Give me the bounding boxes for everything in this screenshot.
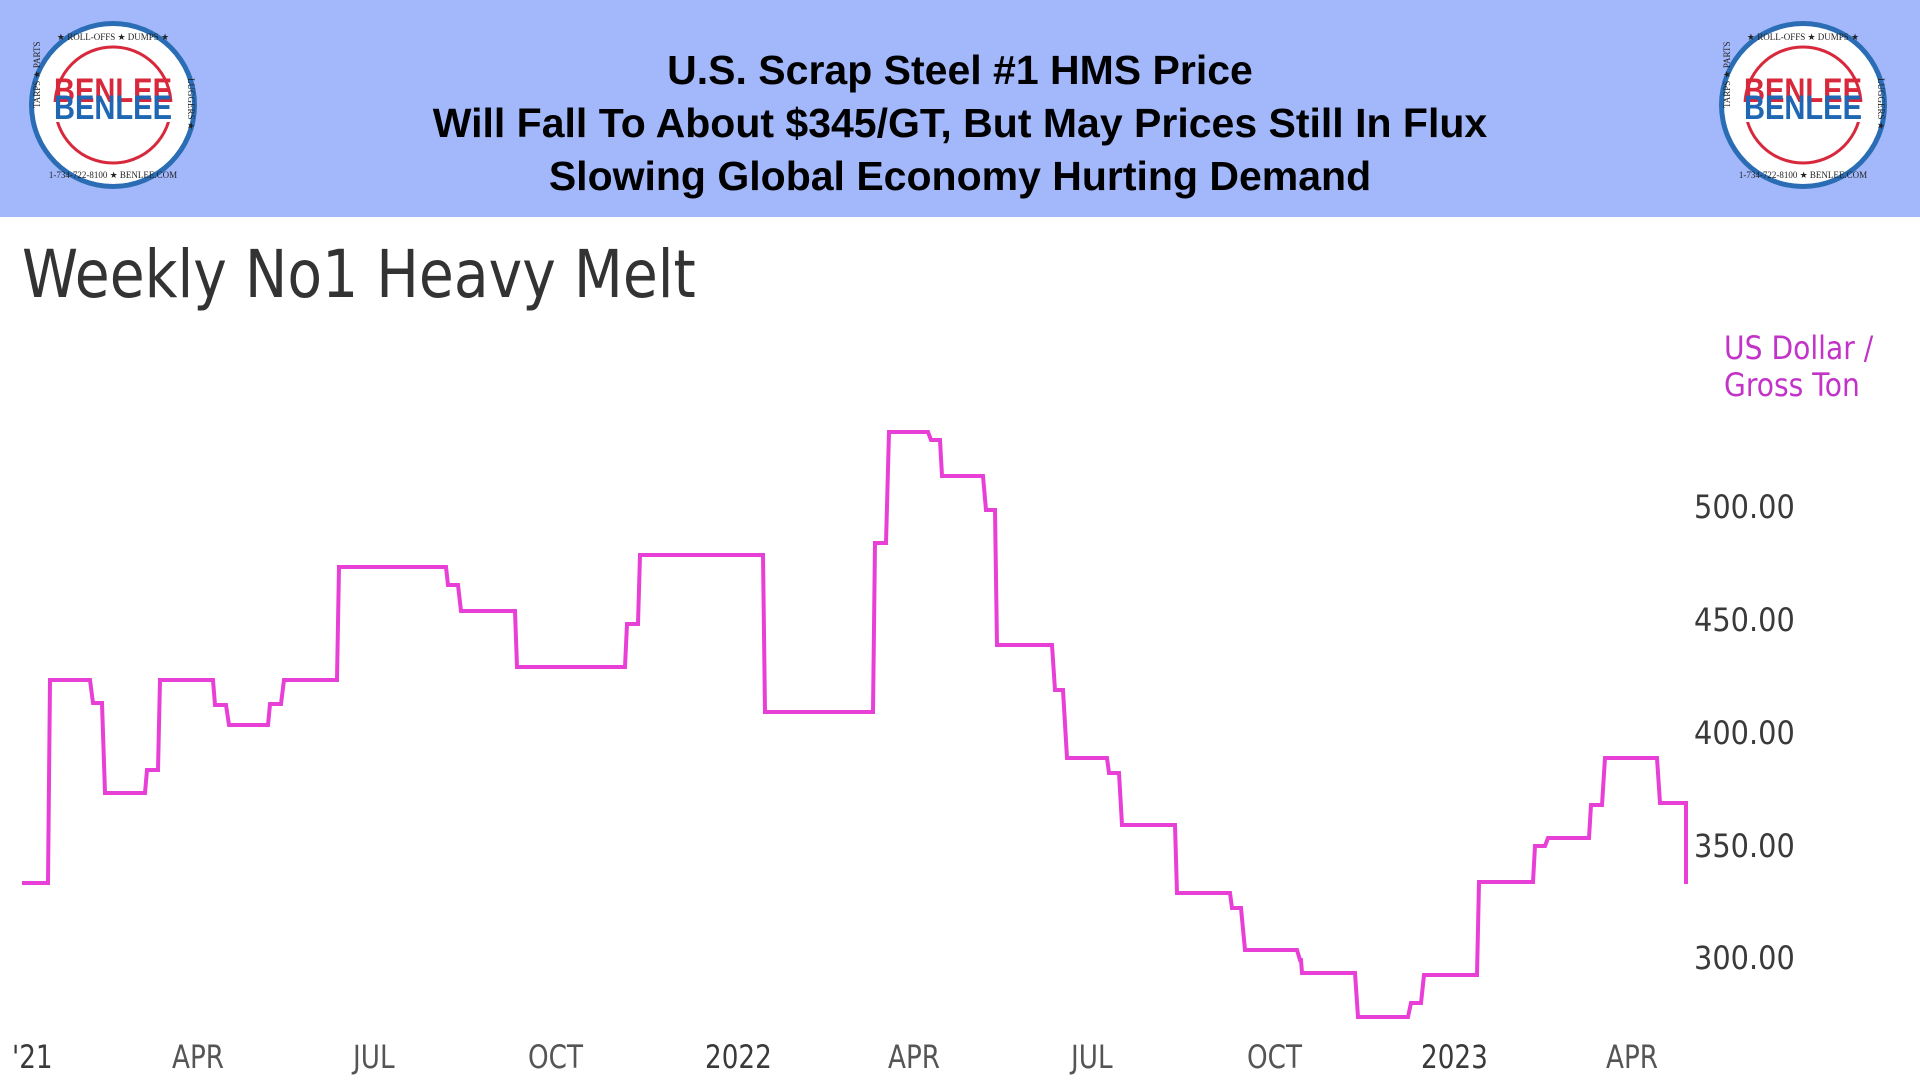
headline-line-3: Slowing Global Economy Hurting Demand: [548, 153, 1372, 199]
unit-line-2: Gross Ton: [1724, 366, 1860, 404]
svg-text:1-734-722-8100 ★ BENLEE.COM: 1-734-722-8100 ★ BENLEE.COM: [49, 170, 177, 180]
chart-title: Weekly No1 Heavy Melt: [22, 236, 696, 313]
svg-text:BENLEE: BENLEE: [54, 89, 172, 127]
svg-text:TARPS ★ PARTS: TARPS ★ PARTS: [32, 41, 42, 108]
svg-text:TARPS ★ PARTS: TARPS ★ PARTS: [1722, 41, 1732, 108]
x-tick-2021: '21: [12, 1038, 53, 1076]
svg-text:BENLEE: BENLEE: [1744, 89, 1862, 127]
header-banner: BENLEE BENLEE ★ ROLL-OFFS ★ DUMPS ★ 1-73…: [0, 0, 1920, 217]
svg-text:LUGGERS ★: LUGGERS ★: [1876, 78, 1886, 130]
x-tick-oct-2021: OCT: [528, 1038, 584, 1076]
svg-text:1-734-722-8100 ★ BENLEE.COM: 1-734-722-8100 ★ BENLEE.COM: [1739, 170, 1867, 180]
y-tick-300: 300.00: [1694, 939, 1795, 977]
x-tick-2023: 2023: [1421, 1038, 1488, 1076]
y-tick-500: 500.00: [1694, 488, 1795, 526]
svg-text:★ ROLL-OFFS ★ DUMPS ★: ★ ROLL-OFFS ★ DUMPS ★: [57, 32, 169, 42]
x-tick-jul-2022: JUL: [1071, 1038, 1113, 1076]
x-tick-oct-2022: OCT: [1247, 1038, 1303, 1076]
svg-text:LUGGERS ★: LUGGERS ★: [186, 78, 196, 130]
y-tick-350: 350.00: [1694, 827, 1795, 865]
x-tick-2022: 2022: [705, 1038, 772, 1076]
headline-line-1: U.S. Scrap Steel #1 HMS Price: [667, 47, 1253, 93]
x-tick-apr-2021: APR: [172, 1038, 225, 1076]
headline-line-2: Will Fall To About $345/GT, But May Pric…: [432, 100, 1488, 146]
benlee-logo-left: BENLEE BENLEE ★ ROLL-OFFS ★ DUMPS ★ 1-73…: [29, 21, 197, 189]
benlee-logo-right: BENLEE BENLEE ★ ROLL-OFFS ★ DUMPS ★ 1-73…: [1719, 21, 1887, 189]
unit-line-1: US Dollar /: [1724, 329, 1874, 367]
y-tick-450: 450.00: [1694, 601, 1795, 639]
x-tick-apr-2023: APR: [1606, 1038, 1659, 1076]
x-tick-apr-2022: APR: [888, 1038, 941, 1076]
svg-text:★ ROLL-OFFS ★ DUMPS ★: ★ ROLL-OFFS ★ DUMPS ★: [1747, 32, 1859, 42]
y-axis-unit-label: US Dollar / Gross Ton: [1724, 330, 1873, 404]
banner-headline: U.S. Scrap Steel #1 HMS Price Will Fall …: [300, 44, 1620, 203]
x-tick-jul-2021: JUL: [353, 1038, 395, 1076]
y-tick-400: 400.00: [1694, 714, 1795, 752]
